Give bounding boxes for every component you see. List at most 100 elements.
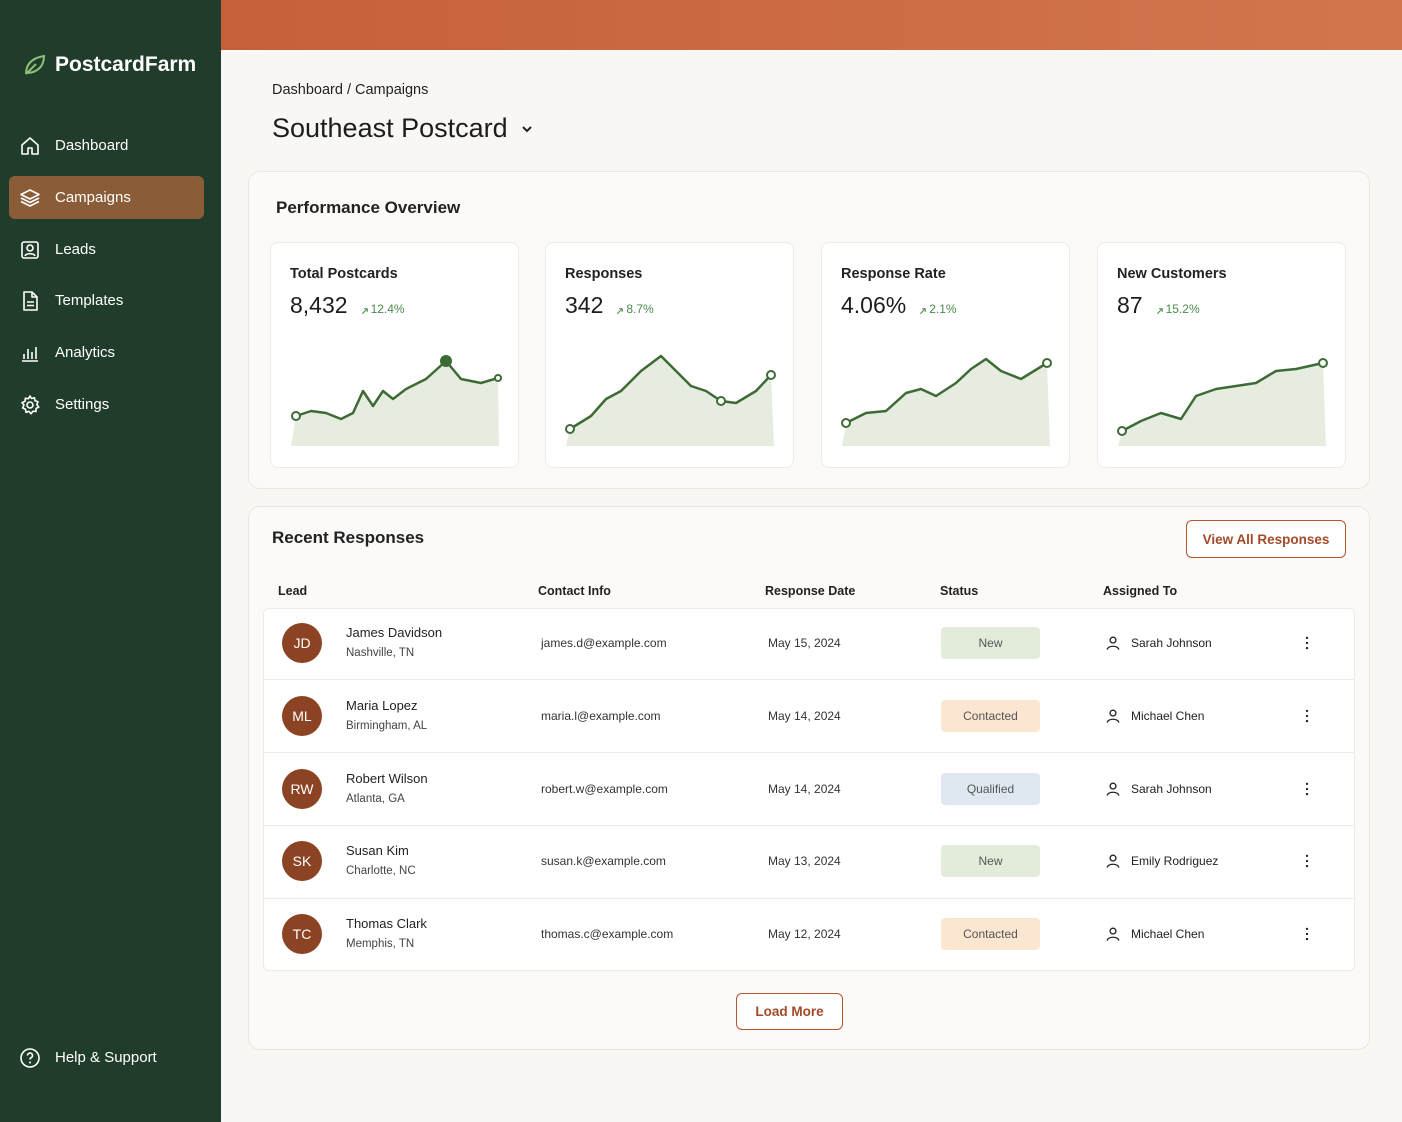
status-badge: New (941, 627, 1040, 659)
row-divider (264, 897, 1354, 899)
stat-card (270, 242, 519, 468)
view-all-button[interactable]: View All Responses (1186, 520, 1346, 558)
card-label: Responses (565, 266, 643, 282)
avatar: TC (282, 914, 322, 955)
contact-email: robert.w@example.com (541, 781, 668, 796)
contact-email: james.d@example.com (541, 636, 667, 650)
assignee: Michael Chen (1131, 708, 1205, 723)
contact-email: maria.l@example.com (541, 708, 661, 723)
card-value: 4.06% (841, 292, 907, 318)
avatar: RW (282, 768, 322, 809)
lead-name: Robert Wilson (346, 770, 428, 786)
load-more-button[interactable]: Load More (736, 993, 843, 1030)
row-divider (264, 679, 1354, 681)
trend-arrow (360, 303, 370, 321)
trend-arrow (1155, 303, 1165, 321)
response-date: May 13, 2024 (768, 854, 841, 869)
sparkline (565, 354, 776, 446)
status-badge: Contacted (941, 699, 1040, 732)
response-date: May 12, 2024 (768, 927, 841, 942)
nav-icon (19, 239, 41, 266)
row-divider (264, 824, 1354, 826)
sparkline (1117, 358, 1328, 446)
title-dropdown[interactable] (520, 123, 534, 135)
row-menu[interactable] (1299, 853, 1315, 874)
trend-arrow (615, 303, 625, 321)
card-value: 342 (565, 292, 604, 318)
logo-icon (25, 54, 46, 75)
row-menu[interactable] (1299, 635, 1315, 656)
lead-name: Thomas Clark (346, 916, 427, 932)
column-header: Lead (278, 584, 308, 598)
column-header: Response Date (765, 584, 856, 598)
card-value: 8,432 (290, 292, 348, 318)
contact-email: thomas.c@example.com (541, 927, 674, 942)
nav-item[interactable]: Settings (55, 396, 110, 413)
nav-active-bg (9, 176, 204, 219)
brand: PostcardFarm (55, 53, 197, 76)
person-icon (1105, 781, 1121, 802)
breadcrumb[interactable]: Dashboard / Campaigns (272, 82, 429, 98)
status-badge: New (941, 845, 1040, 878)
row-menu[interactable] (1299, 781, 1315, 802)
lead-name: Susan Kim (346, 843, 409, 859)
assignee: Emily Rodriguez (1131, 854, 1219, 869)
card-label: Total Postcards (290, 266, 398, 282)
person-icon (1105, 635, 1121, 656)
assignee: Sarah Johnson (1131, 636, 1212, 650)
row-divider (264, 752, 1354, 754)
avatar: SK (282, 841, 322, 882)
nav-icon (19, 135, 41, 162)
lead-location: Atlanta, GA (346, 792, 405, 805)
top-bar (221, 0, 1402, 50)
overview-title: Performance Overview (276, 198, 461, 217)
help-icon (20, 1048, 40, 1068)
lead-name: James Davidson (346, 625, 443, 640)
stat-card (821, 242, 1070, 468)
nav-icon (19, 187, 41, 214)
avatar: ML (282, 695, 322, 736)
lead-name: Maria Lopez (346, 697, 418, 713)
lead-location: Birmingham, AL (346, 719, 428, 732)
card-value: 87 (1117, 292, 1143, 318)
stat-card (545, 242, 794, 468)
trend-arrow (918, 303, 928, 321)
column-header: Contact Info (538, 584, 611, 598)
nav-icon (19, 342, 41, 369)
page-title: Southeast Postcard (272, 113, 508, 143)
lead-location: Charlotte, NC (346, 865, 416, 878)
assignee: Michael Chen (1131, 927, 1205, 942)
person-icon (1105, 853, 1121, 874)
person-icon (1105, 708, 1121, 729)
sparkline (291, 355, 502, 446)
person-icon (1105, 926, 1121, 947)
row-menu[interactable] (1299, 708, 1315, 729)
status-badge: Qualified (941, 772, 1040, 805)
lead-location: Nashville, TN (346, 647, 415, 659)
nav-item[interactable]: Templates (55, 292, 124, 310)
response-date: May 14, 2024 (768, 708, 841, 723)
stat-card (1097, 242, 1346, 468)
response-date: May 14, 2024 (768, 781, 841, 796)
card-label: Response Rate (841, 266, 946, 282)
response-date: May 15, 2024 (768, 636, 841, 650)
row-menu[interactable] (1299, 926, 1315, 947)
table-body (263, 608, 1355, 971)
sidebar: PostcardFarm Help & Support Dashboard Cam… (0, 0, 221, 1122)
nav-item[interactable]: Leads (55, 240, 96, 258)
assignee: Sarah Johnson (1131, 781, 1212, 796)
nav-icon (19, 290, 41, 317)
column-header: Status (940, 584, 979, 598)
card-change: 8.7% (626, 302, 654, 316)
card-change: 15.2% (1165, 302, 1200, 316)
sparkline (841, 357, 1052, 446)
nav-item[interactable]: Analytics (55, 344, 116, 362)
avatar: JD (282, 623, 322, 663)
contact-email: susan.k@example.com (541, 854, 666, 869)
nav-item[interactable]: Dashboard (55, 137, 129, 154)
nav-item[interactable]: Campaigns (55, 188, 131, 206)
help-link[interactable]: Help & Support (55, 1049, 157, 1066)
responses-title: Recent Responses (272, 528, 425, 547)
status-badge: Contacted (941, 918, 1040, 951)
